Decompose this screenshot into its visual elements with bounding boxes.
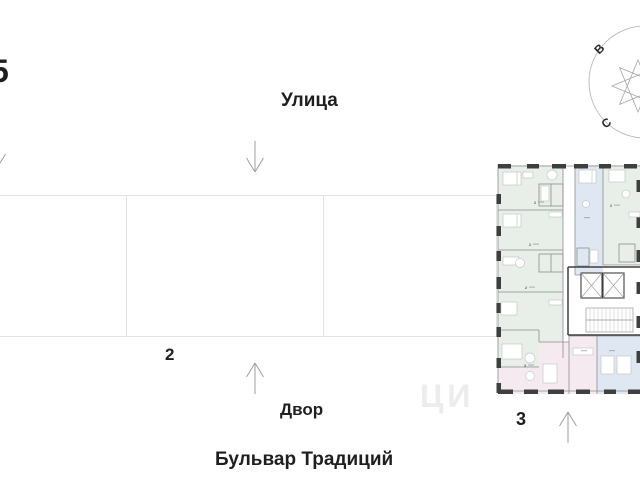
furniture-layer [500, 169, 640, 384]
building-outline-divider [126, 196, 127, 337]
compass-rose [588, 25, 640, 139]
entrance-3-label: 3 [516, 409, 527, 429]
unit-label: 2 [610, 204, 612, 208]
unit-label: 2 [534, 201, 536, 205]
street-direction-arrow-icon [246, 141, 264, 173]
compass-star-icon [610, 58, 640, 114]
courtyard-label: Двор [280, 400, 324, 419]
stairs-icon [585, 307, 634, 333]
plan-direction-arrow-icon [559, 411, 577, 443]
building-outline [0, 195, 497, 337]
room-pink-mid [569, 336, 597, 394]
compass-circle [588, 25, 640, 139]
unit-label: 3 [524, 364, 526, 368]
building-outline-divider [323, 196, 324, 337]
room-green-left [498, 165, 563, 367]
core-walls [567, 266, 640, 336]
left-direction-arrow-icon [0, 153, 6, 165]
watermark: ЦИ [420, 378, 475, 414]
elevator-cross-icon [580, 272, 625, 299]
block-number-label: 5 [0, 55, 9, 87]
unit-label: 2 [529, 243, 531, 247]
boulevard-label: Бульвар Традиций [215, 449, 394, 470]
courtyard-direction-arrow-icon [246, 362, 264, 394]
street-label: Улица [281, 90, 338, 111]
unit-labels: 2 2 2 2 3 [524, 201, 620, 368]
perimeter-walls [496, 164, 640, 394]
floorplan[interactable]: 2 2 2 2 3 [489, 162, 640, 398]
floorplan-interior-walls [497, 165, 640, 394]
unit-label: 2 [525, 286, 527, 290]
entrance-2-label: 2 [165, 345, 175, 364]
